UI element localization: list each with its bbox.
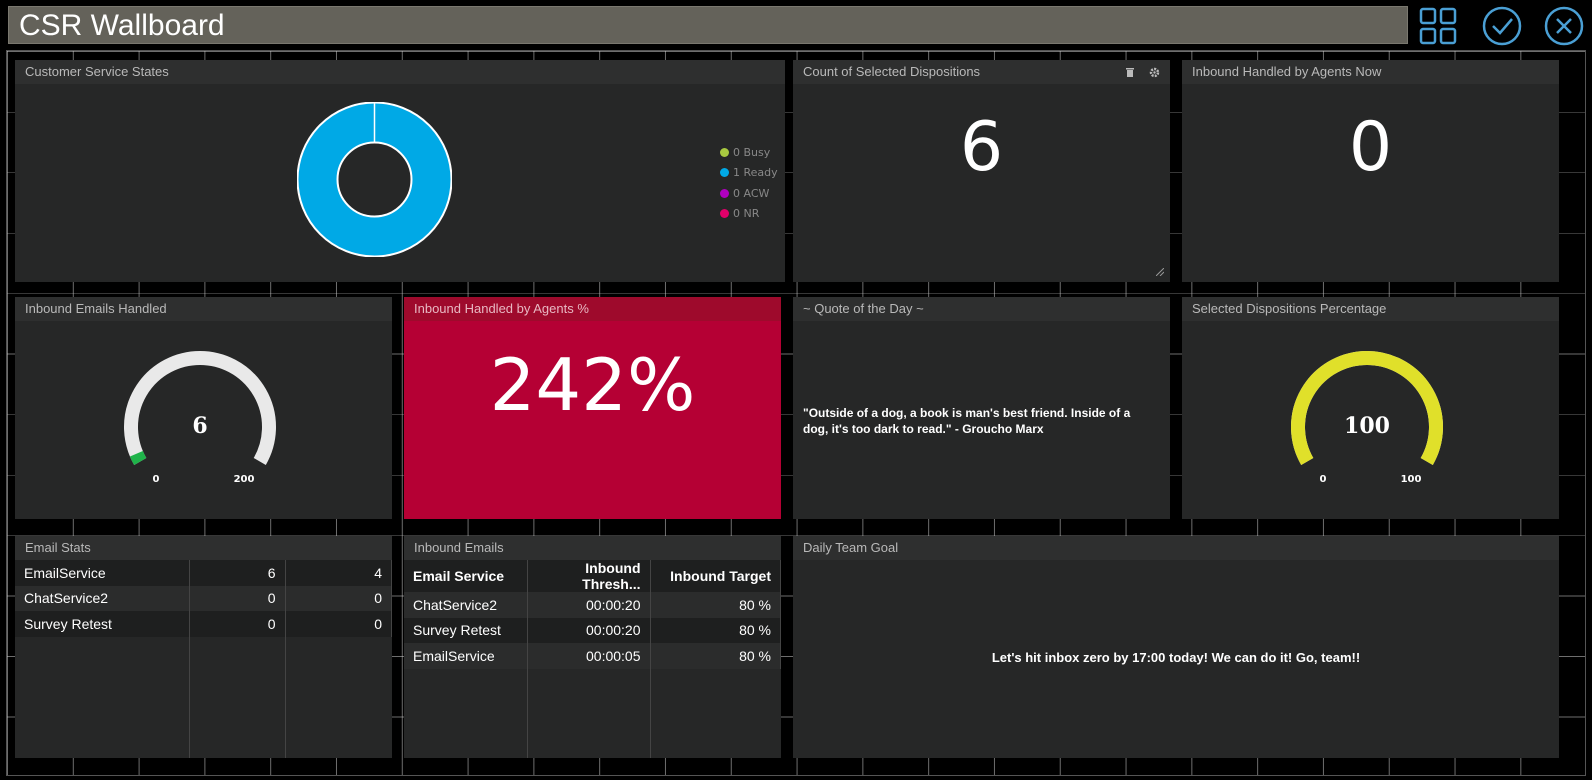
panel-title: Daily Team Goal (793, 536, 1559, 560)
table-row[interactable]: ChatService2 0 0 (15, 585, 392, 612)
panel-title: Selected Dispositions Percentage (1182, 297, 1559, 321)
gauge-fill (129, 450, 147, 465)
panel-title: ~ Quote of the Day ~ (793, 297, 1170, 321)
table-row[interactable]: Survey Retest 00:00:20 80 % (404, 617, 781, 644)
panel-title: Inbound Handled by Agents % (404, 297, 781, 321)
stats-table-wrap: EmailService 6 4 ChatService2 0 0 Survey… (15, 560, 392, 758)
panel-customer-service-states[interactable]: Customer Service States 0 Busy 1 Ready 0… (15, 60, 785, 282)
gauge-chart: 6 0 200 (124, 351, 276, 485)
panel-title: Inbound Emails Handled (15, 297, 392, 321)
panel-title: Inbound Handled by Agents Now (1182, 60, 1559, 84)
goal-text: Let's hit inbox zero by 17:00 today! We … (991, 650, 1361, 665)
legend-item-nr: 0 NR (720, 204, 778, 225)
column-header[interactable]: Email Service (404, 560, 528, 592)
panel-daily-goal[interactable]: Daily Team Goal Let's hit inbox zero by … (793, 536, 1559, 758)
panel-count-dispositions[interactable]: Count of Selected Dispositions 6 (793, 60, 1170, 282)
panel-title: Customer Service States (15, 60, 785, 84)
panel-inbound-emails-handled[interactable]: Inbound Emails Handled 6 0 200 (15, 297, 392, 519)
inbound-table-wrap: Email Service Inbound Thresh... Inbound … (404, 560, 781, 758)
gauge-track (124, 351, 276, 465)
donut-chart (297, 102, 452, 257)
disposition-count: 6 (959, 108, 1004, 187)
panel-inbound-now[interactable]: Inbound Handled by Agents Now 0 (1182, 60, 1559, 282)
gauge-value: 100 (1344, 413, 1390, 439)
panel-title: Inbound Emails (404, 536, 781, 560)
gauge-min-label: 0 (1320, 474, 1327, 485)
grid-icon[interactable] (1418, 6, 1458, 46)
legend-item-busy: 0 Busy (720, 142, 778, 163)
panel-dispositions-percent[interactable]: Selected Dispositions Percentage 100 0 1… (1182, 297, 1559, 519)
quote-text: "Outside of a dog, a book is man's best … (803, 406, 1131, 436)
panel-email-stats[interactable]: Email Stats EmailService 6 4 ChatService… (15, 536, 392, 758)
inbound-percent-value: 242% (489, 343, 696, 427)
resize-handle-icon[interactable] (1156, 268, 1164, 276)
legend-dot (720, 209, 729, 219)
chart-legend: 0 Busy 1 Ready 0 ACW 0 NR (720, 142, 778, 224)
legend-item-acw: 0 ACW (720, 183, 778, 204)
legend-dot (720, 147, 729, 157)
gauge-chart: 100 0 100 (1291, 351, 1443, 485)
email-stats-table: EmailService 6 4 ChatService2 0 0 Survey… (15, 560, 392, 637)
gauge-fill (1291, 351, 1443, 465)
legend-item-ready: 1 Ready (720, 163, 778, 184)
title-bar: CSR Wallboard (8, 6, 1408, 44)
gauge-min-label: 0 (153, 474, 160, 485)
trash-icon[interactable] (1125, 67, 1135, 78)
gear-icon[interactable] (1149, 67, 1160, 78)
gauge-value: 6 (192, 413, 207, 439)
panel-title: Email Stats (15, 536, 392, 560)
legend-dot (720, 168, 729, 178)
panel-inbound-emails[interactable]: Inbound Emails Email Service Inbound Thr… (404, 536, 781, 758)
table-row[interactable]: ChatService2 00:00:20 80 % (404, 592, 781, 618)
check-circle-icon[interactable] (1482, 6, 1522, 46)
table-row[interactable]: Survey Retest 0 0 (15, 611, 392, 637)
inbound-emails-table: Email Service Inbound Thresh... Inbound … (404, 560, 781, 669)
table-row[interactable]: EmailService 6 4 (15, 560, 392, 586)
column-header[interactable]: Inbound Target (650, 560, 781, 592)
panel-quote[interactable]: ~ Quote of the Day ~ "Outside of a dog, … (793, 297, 1170, 519)
panel-title: Count of Selected Dispositions (793, 60, 1170, 84)
gauge-max-label: 100 (1401, 474, 1422, 485)
panel-inbound-percent[interactable]: Inbound Handled by Agents % 242% (404, 297, 781, 519)
column-header[interactable]: Inbound Thresh... (527, 560, 651, 592)
page-title: CSR Wallboard (19, 9, 225, 42)
inbound-now-value: 0 (1348, 108, 1393, 187)
legend-dot (720, 188, 729, 198)
gauge-max-label: 200 (234, 474, 255, 485)
table-row[interactable]: EmailService 00:00:05 80 % (404, 643, 781, 669)
close-circle-icon[interactable] (1544, 6, 1584, 46)
